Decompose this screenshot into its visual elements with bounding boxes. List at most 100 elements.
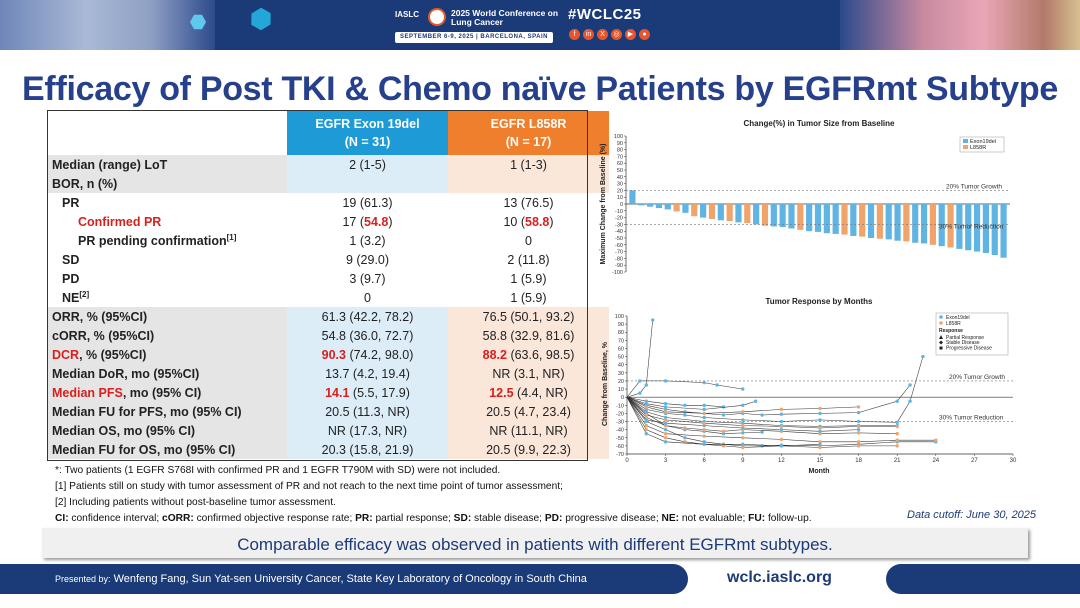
x-tick-label: 21 (894, 458, 901, 464)
waterfall-bar (691, 204, 698, 217)
waterfall-chart-svg: Change(%) in Tumor Size from Baseline Ma… (600, 119, 1010, 276)
waterfall-bar (629, 190, 636, 204)
wechat-icon[interactable]: ● (639, 29, 650, 40)
patient-point (856, 419, 861, 424)
presented-by-label: Presented by: (55, 574, 111, 584)
waterfall-legend: Exon19del L858R (959, 136, 1005, 153)
waterfall-bar (682, 204, 689, 213)
waterfall-reference-lines: 20% Tumor Growth 30% Tumor Reduction (626, 183, 1010, 230)
y-tick-label: -30 (615, 222, 623, 228)
waterfall-bar (867, 204, 875, 238)
patient-point (753, 399, 758, 403)
y-tick-label: 40 (618, 363, 624, 369)
footnote-2: [2] Including patients without post-base… (55, 497, 336, 508)
waterfall-bar (753, 204, 760, 225)
waterfall-bar (850, 204, 857, 236)
cell-part: ) (549, 214, 554, 229)
efficacy-table: EGFR Exon 19del (N = 31) EGFR L858R (N = 1… (48, 111, 609, 459)
cell-l858r: 58.8 (32.9, 81.6) (448, 326, 609, 345)
table-row: PD 3 (9.7) 1 (5.9) (48, 269, 609, 288)
waterfall-bar (700, 204, 707, 218)
table-row: PR pending confirmation[1] 1 (3.2) 0 (48, 231, 609, 250)
spider-chart-svg: Tumor Response by Months Change from Bas… (602, 297, 1017, 475)
table-row: cORR, % (95%CI) 54.8 (36.0, 72.7) 58.8 (… (48, 326, 609, 345)
patient-point (644, 432, 648, 436)
facebook-icon[interactable]: f (569, 29, 580, 40)
patient-point (818, 432, 822, 436)
legend-label: Partial Response (946, 335, 984, 341)
row-label: PR (62, 195, 80, 210)
patient-point (644, 407, 648, 412)
conference-logo: IASLC 2025 World Conference on Lung Canc… (395, 4, 558, 43)
y-tick-label: -20 (615, 216, 623, 222)
cell-l858r: NR (3.1, NR) (448, 364, 609, 383)
patient-line (626, 396, 859, 414)
instagram-icon[interactable]: ◎ (611, 29, 622, 40)
waterfall-bar (894, 204, 901, 241)
abbr-key: PR: (355, 513, 373, 524)
patient-point (856, 431, 861, 435)
abbr-key: NE: (661, 513, 680, 524)
cell-exon19del: NR (17.3, NR) (287, 421, 448, 440)
y-tick-label: -40 (615, 229, 623, 235)
patient-point (856, 440, 861, 444)
row-label-text: NE (62, 291, 80, 306)
cell-l858r: 1 (5.9) (510, 290, 547, 305)
cell-part: 10 ( (503, 214, 526, 229)
patient-point (702, 427, 706, 432)
cell-l858r: 20.5 (4.7, 23.4) (448, 402, 609, 421)
waterfall-bar (673, 204, 680, 212)
diamond-icon (939, 340, 943, 345)
waterfall-bar (708, 204, 716, 219)
header-l858r: EGFR L858R (N = 17) (448, 111, 609, 155)
linkedin-icon[interactable]: in (583, 29, 594, 40)
waterfall-bar (841, 204, 848, 235)
y-tick-label: 50 (617, 168, 623, 174)
waterfall-bar (912, 204, 919, 243)
website-link[interactable]: wclc.iaslc.org (727, 569, 832, 586)
waterfall-chart: Change(%) in Tumor Size from Baseline Ma… (596, 114, 1030, 286)
cell-exon19del: 20.3 (15.8, 21.9) (287, 440, 448, 459)
patient-point (702, 423, 706, 428)
waterfall-bar (779, 204, 786, 228)
patient-point (721, 444, 726, 448)
y-tick-label: 20 (617, 188, 623, 194)
footnote-ref: [2] (79, 289, 90, 299)
patient-point (856, 405, 861, 409)
x-tick-label: 6 (703, 458, 707, 464)
waterfall-ylabel: Maximum Change from Baseline (%) (600, 144, 607, 265)
footer-bar-right (886, 564, 1080, 594)
patient-line (626, 396, 763, 434)
footer: Presented by: Wenfeng Fang, Sun Yat-sen … (0, 564, 1080, 608)
y-tick-label: 80 (617, 148, 623, 154)
row-label: DCR, % (95%CI) (48, 345, 287, 364)
patient-point (702, 407, 706, 412)
header-blank-cell (48, 111, 287, 155)
waterfall-bar (947, 204, 954, 248)
x-icon[interactable]: X (597, 29, 608, 40)
legend-label: Stable Disease (946, 340, 980, 346)
waterfall-bar (832, 204, 839, 234)
patient-point (895, 432, 899, 436)
y-tick-label: 60 (618, 346, 624, 352)
waterfall-bar (885, 204, 892, 240)
waterfall-bar (664, 204, 671, 210)
spider-xlabel: Month (809, 468, 830, 475)
patient-point (779, 412, 784, 416)
cell-highlight: 90.3 (321, 347, 346, 362)
patient-point (856, 424, 861, 429)
row-label-highlight: Median PFS (52, 385, 123, 400)
abbr-key: CI: (55, 513, 69, 524)
cell-part: 17 ( (342, 214, 365, 229)
patient-point (644, 427, 648, 432)
waterfall-bar (920, 204, 928, 244)
row-label-highlight: DCR (52, 347, 80, 362)
y-tick-label: 0 (620, 202, 623, 208)
row-label: Confirmed PR (78, 214, 162, 229)
row-label: BOR, n (%) (48, 174, 287, 193)
youtube-icon[interactable]: ▶ (625, 29, 636, 40)
cell-exon19del: 3 (9.7) (349, 271, 386, 286)
patient-point (741, 418, 745, 422)
waterfall-bar (655, 204, 663, 209)
y-tick-label: -30 (616, 420, 624, 426)
